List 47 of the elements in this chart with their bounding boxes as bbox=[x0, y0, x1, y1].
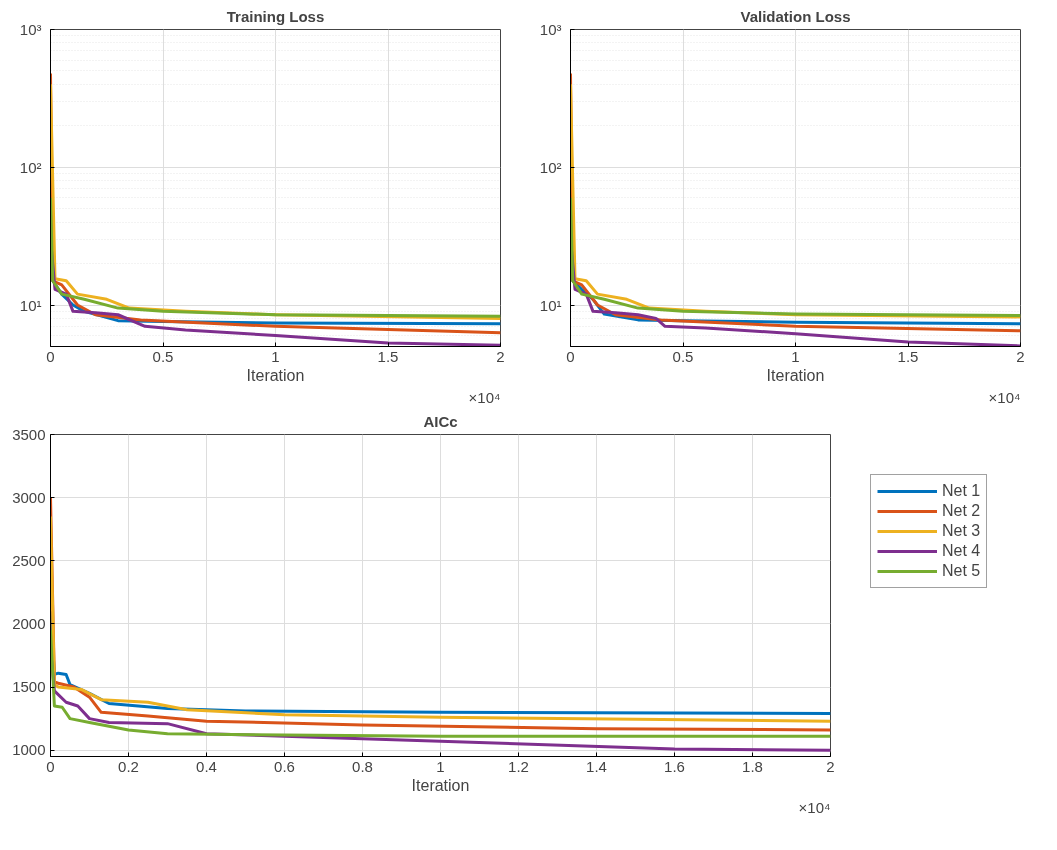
y-tick-label: 10³ bbox=[19, 21, 42, 38]
y-tick-label: 1000 bbox=[12, 741, 46, 759]
x-tick-label: 1.2 bbox=[508, 757, 529, 775]
x-axis-title: Iteration bbox=[766, 366, 825, 384]
x-tick-label: 2 bbox=[1016, 347, 1025, 365]
x-tick-label: 1.4 bbox=[586, 757, 607, 775]
y-tick-label: 2000 bbox=[12, 614, 46, 632]
x-tick-label: 0.6 bbox=[274, 757, 295, 775]
text: ×10⁴ bbox=[988, 388, 1021, 406]
x-tick-label: 2 bbox=[826, 757, 835, 775]
x-tick-label: 0 bbox=[566, 347, 575, 365]
x-tick-label: 1.5 bbox=[377, 347, 399, 365]
x-tick-label: 0.2 bbox=[118, 757, 139, 775]
y-tick-label: 2500 bbox=[12, 551, 46, 569]
y-tick-label: 10¹ bbox=[539, 296, 562, 314]
x-axis-title: Iteration bbox=[246, 366, 305, 384]
y-tick-label: 10³ bbox=[539, 21, 562, 38]
text: ×10⁴ bbox=[798, 798, 831, 816]
y-tick-label: 1500 bbox=[12, 678, 46, 696]
chart-title: AICc bbox=[423, 412, 458, 430]
legend-label: Net 5 bbox=[942, 562, 981, 580]
x-tick-label: 1 bbox=[791, 347, 800, 365]
x-tick-label: 1.6 bbox=[664, 757, 685, 775]
legend-label: Net 1 bbox=[942, 482, 981, 500]
x-tick-label: 2 bbox=[496, 347, 505, 365]
y-tick-label: 3500 bbox=[12, 425, 46, 443]
y-tick-label: 3000 bbox=[12, 488, 46, 506]
text: ×10⁴ bbox=[468, 388, 501, 406]
x-tick-label: 0 bbox=[46, 757, 55, 775]
x-tick-label: 0.5 bbox=[152, 347, 174, 365]
y-tick-label: 10¹ bbox=[19, 296, 42, 314]
legend-label: Net 2 bbox=[942, 502, 981, 520]
y-tick-label: 10² bbox=[539, 158, 562, 176]
chart-title: Training Loss bbox=[226, 7, 325, 25]
y-tick-label: 10² bbox=[19, 158, 42, 176]
x-tick-label: 0 bbox=[46, 347, 55, 365]
x-tick-label: 1.5 bbox=[897, 347, 919, 365]
x-tick-label: 0.4 bbox=[196, 757, 217, 775]
x-tick-label: 1.8 bbox=[742, 757, 763, 775]
x-tick-label: 1 bbox=[271, 347, 280, 365]
legend-label: Net 3 bbox=[942, 522, 981, 540]
x-tick-label: 1 bbox=[436, 757, 445, 775]
x-axis-title: Iteration bbox=[411, 776, 470, 794]
chart-title: Validation Loss bbox=[740, 7, 851, 25]
legend-label: Net 4 bbox=[942, 542, 981, 560]
x-tick-label: 0.5 bbox=[672, 347, 694, 365]
x-tick-label: 0.8 bbox=[352, 757, 373, 775]
